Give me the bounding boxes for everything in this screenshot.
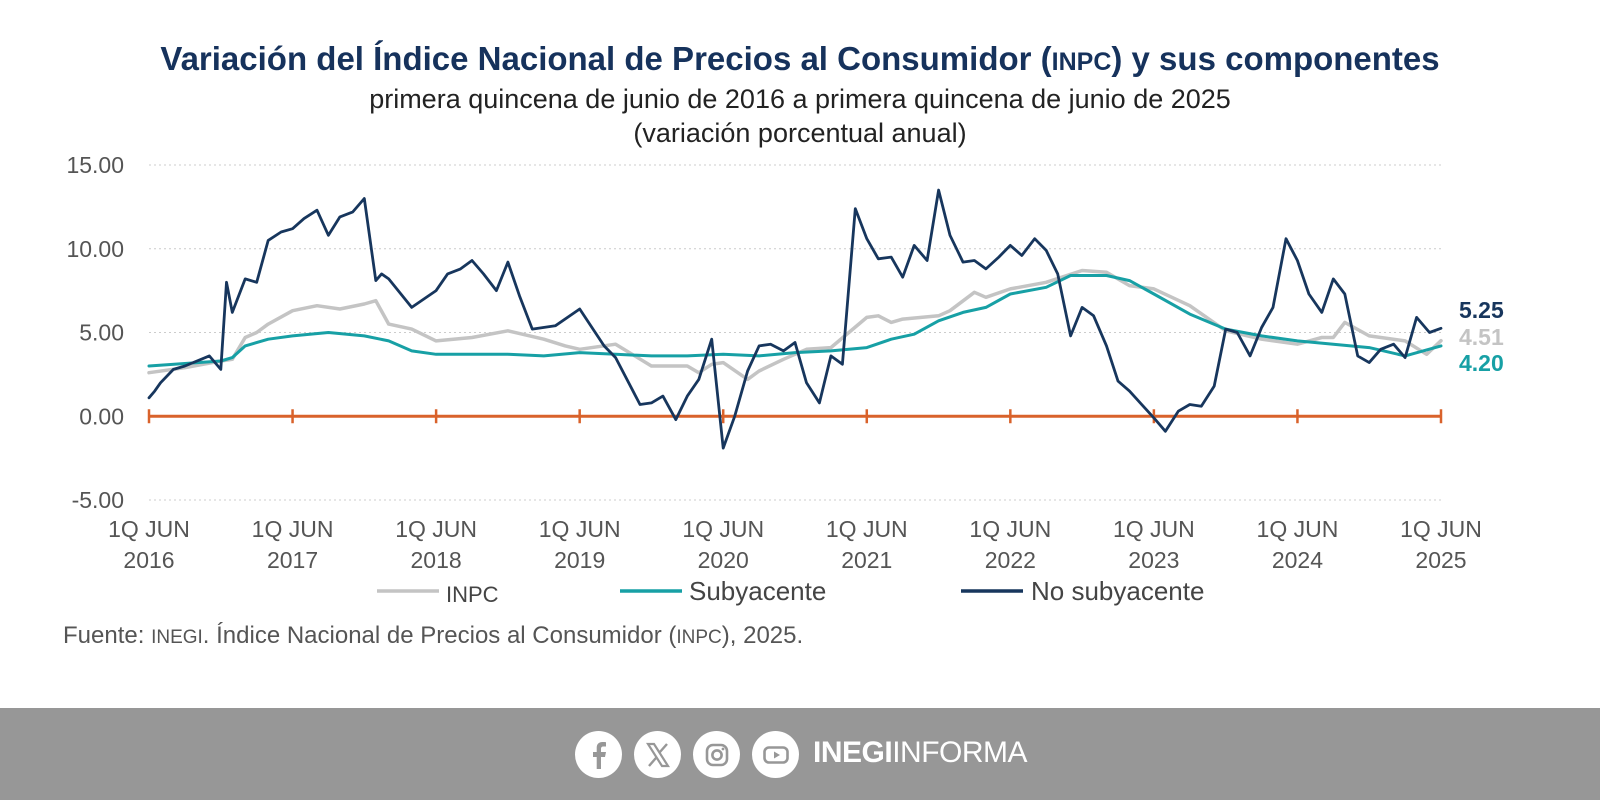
- brand-wordmark: INEGIINFORMA: [813, 736, 1028, 770]
- x-tick-label: 2016: [123, 547, 174, 573]
- chart-title: Variación del Índice Nacional de Precios…: [0, 40, 1600, 78]
- x-tick-label: 2024: [1272, 547, 1323, 573]
- x-tick-label: 1Q JUN: [1113, 516, 1195, 542]
- y-tick-label: 10.00: [66, 236, 124, 262]
- end-label-inpc: 4.51: [1459, 324, 1504, 350]
- source-suffix: ), 2025.: [721, 622, 804, 649]
- line-chart: 15.00 10.00 5.00 0.00 -5.00 1Q JUN 2016 1Q JUN 2…: [66, 152, 1504, 607]
- x-icon[interactable]: [634, 731, 681, 778]
- x-tick-label: 1Q JUN: [969, 516, 1051, 542]
- title-part1: Variación del Índice Nacional de Precios…: [160, 40, 1052, 77]
- instagram-icon[interactable]: [693, 731, 740, 778]
- brand-light: INFORMA: [892, 736, 1028, 769]
- source-note: Fuente: INEGI. Índice Nacional de Precio…: [63, 622, 803, 650]
- x-tick-label: 2020: [698, 547, 749, 573]
- footer-bar: INEGIINFORMA: [0, 708, 1600, 800]
- y-tick-label: -5.00: [72, 487, 124, 513]
- x-tick-label: 1Q JUN: [539, 516, 621, 542]
- x-tick-label: 2018: [411, 547, 462, 573]
- source-abbr: INPC: [676, 627, 722, 648]
- y-tick-label: 15.00: [66, 152, 124, 178]
- x-tick-label: 1Q JUN: [826, 516, 908, 542]
- source-org: INEGI: [151, 627, 203, 648]
- chart-units: (variación porcentual anual): [633, 118, 967, 148]
- x-tick-label: 2023: [1128, 547, 1179, 573]
- x-tick-label: 1Q JUN: [1400, 516, 1482, 542]
- x-tick-label: 2022: [985, 547, 1036, 573]
- legend-subyacente-label: Subyacente: [689, 576, 826, 606]
- chart-subtitle: primera quincena de junio de 2016 a prim…: [369, 84, 1231, 114]
- source-middle: . Índice Nacional de Precios al Consumid…: [202, 622, 677, 649]
- x-tick-label: 2019: [554, 547, 605, 573]
- series-line-inpc: [147, 268, 1443, 382]
- x-tick-label: 1Q JUN: [395, 516, 477, 542]
- source-prefix: Fuente:: [63, 622, 152, 649]
- brand-bold: INEGI: [813, 736, 893, 769]
- social-icons: [575, 731, 799, 778]
- y-tick-label: 0.00: [79, 403, 124, 429]
- series-line-no-subyacente: [147, 188, 1443, 450]
- x-tick-label: 2017: [267, 547, 318, 573]
- x-tick-label: 1Q JUN: [108, 516, 190, 542]
- end-label-subyacente: 4.20: [1459, 350, 1504, 376]
- x-tick-label: 1Q JUN: [1257, 516, 1339, 542]
- y-tick-label: 5.00: [79, 320, 124, 346]
- x-tick-label: 1Q JUN: [682, 516, 764, 542]
- series-line-subyacente: [147, 274, 1443, 368]
- legend-inpc-label: INPC: [446, 582, 499, 607]
- youtube-icon[interactable]: [752, 731, 799, 778]
- x-tick-label: 2025: [1415, 547, 1466, 573]
- title-part2: ) y sus componentes: [1111, 40, 1440, 77]
- title-abbr: INPC: [1051, 48, 1112, 76]
- facebook-icon[interactable]: [575, 731, 622, 778]
- x-tick-label: 1Q JUN: [252, 516, 334, 542]
- end-label-no-subyacente: 5.25: [1459, 297, 1504, 323]
- x-tick-label: 2021: [841, 547, 892, 573]
- legend-no-subyacente-label: No subyacente: [1031, 576, 1204, 606]
